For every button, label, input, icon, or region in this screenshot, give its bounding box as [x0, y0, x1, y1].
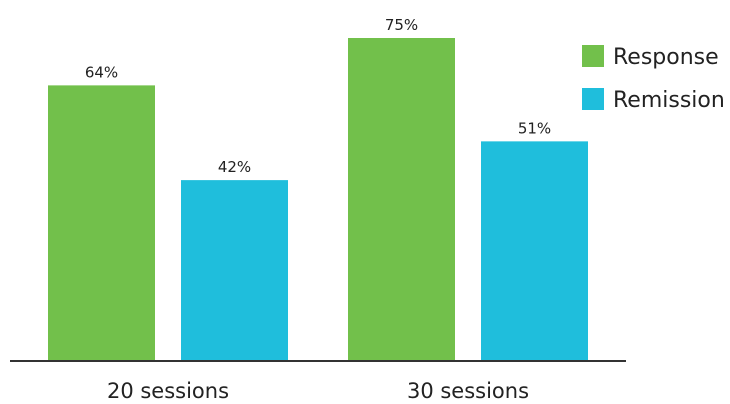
bar-response-20-sessions [48, 85, 155, 361]
bar-remission-30-sessions [481, 141, 588, 361]
bar-remission-20-sessions [181, 180, 288, 361]
category-label-20-sessions: 20 sessions [107, 379, 229, 403]
bars-group [48, 38, 588, 361]
legend-label-remission: Remission [613, 88, 725, 113]
legend-label-response: Response [613, 45, 719, 70]
legend-swatch-remission [582, 88, 604, 110]
category-label-30-sessions: 30 sessions [407, 379, 529, 403]
legend: Response Remission [582, 45, 725, 113]
category-labels-group: 20 sessions 30 sessions [107, 379, 529, 403]
data-label-remission-20-sessions: 42% [218, 158, 251, 176]
data-labels-group: 64% 42% 75% 51% [85, 16, 551, 176]
data-label-remission-30-sessions: 51% [518, 119, 551, 137]
bar-response-30-sessions [348, 38, 455, 361]
data-label-response-30-sessions: 75% [385, 16, 418, 34]
legend-swatch-response [582, 45, 604, 67]
data-label-response-20-sessions: 64% [85, 63, 118, 81]
